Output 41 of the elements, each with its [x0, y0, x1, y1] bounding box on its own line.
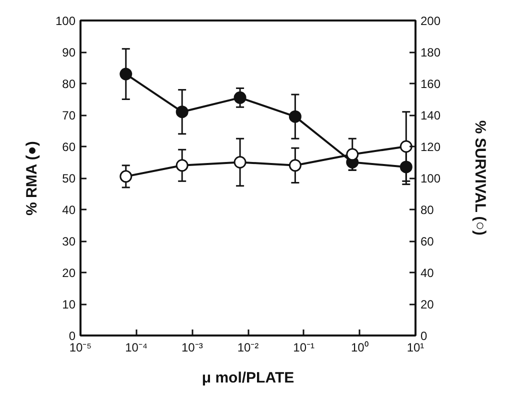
point: [176, 106, 188, 118]
x-tick-label: 10⁻¹: [293, 340, 315, 354]
x-axis-title: μ mol/PLATE: [202, 370, 294, 386]
y-tick-label: 60: [62, 140, 76, 154]
x-tick-label: 10⁰: [350, 340, 368, 354]
point: [346, 148, 359, 161]
point: [288, 110, 302, 123]
y-tick-label: 100: [55, 14, 76, 28]
y2-tick-label: 120: [420, 140, 441, 154]
y-tick-label: 20: [62, 266, 76, 280]
y2-tick-label: 160: [420, 77, 441, 91]
x-tick-label: 10¹: [406, 340, 424, 354]
x-tick-label: 10⁻⁵: [69, 340, 92, 354]
x-tick-label: 10⁻⁴: [125, 340, 148, 354]
y-tick-label: 30: [62, 234, 76, 248]
y-tick-label: 10: [62, 298, 76, 312]
point: [120, 170, 132, 183]
y-tick-label: 90: [62, 46, 76, 60]
y2-tick-label: 0: [420, 329, 428, 343]
y-tick-label: 40: [62, 203, 76, 217]
y-tick-label: 50: [62, 172, 76, 186]
x-tick-label: 10⁻²: [237, 340, 259, 354]
y2-tick-label: 200: [420, 14, 441, 28]
x-tick-label: 10⁻³: [181, 340, 203, 354]
y2-tick-label: 140: [420, 108, 441, 122]
y2-tick-label: 100: [420, 172, 441, 186]
y-tick-label: 80: [62, 77, 76, 91]
y2-tick-label: 80: [420, 203, 434, 217]
y2-tick-label: 60: [420, 234, 434, 248]
y-axis-title: % RMA (●): [23, 141, 40, 216]
point: [288, 159, 302, 172]
y-tick-label: 0: [68, 329, 76, 343]
y2-tick-label: 20: [420, 298, 434, 312]
point: [176, 159, 188, 172]
y2-tick-label: 40: [420, 266, 434, 280]
point: [234, 91, 246, 104]
point: [234, 156, 246, 168]
point: [120, 68, 132, 80]
y2-axis-title: % SURVIVAL (○): [472, 120, 489, 236]
y2-tick-label: 180: [420, 46, 441, 60]
y-tick-label: 70: [62, 108, 76, 122]
